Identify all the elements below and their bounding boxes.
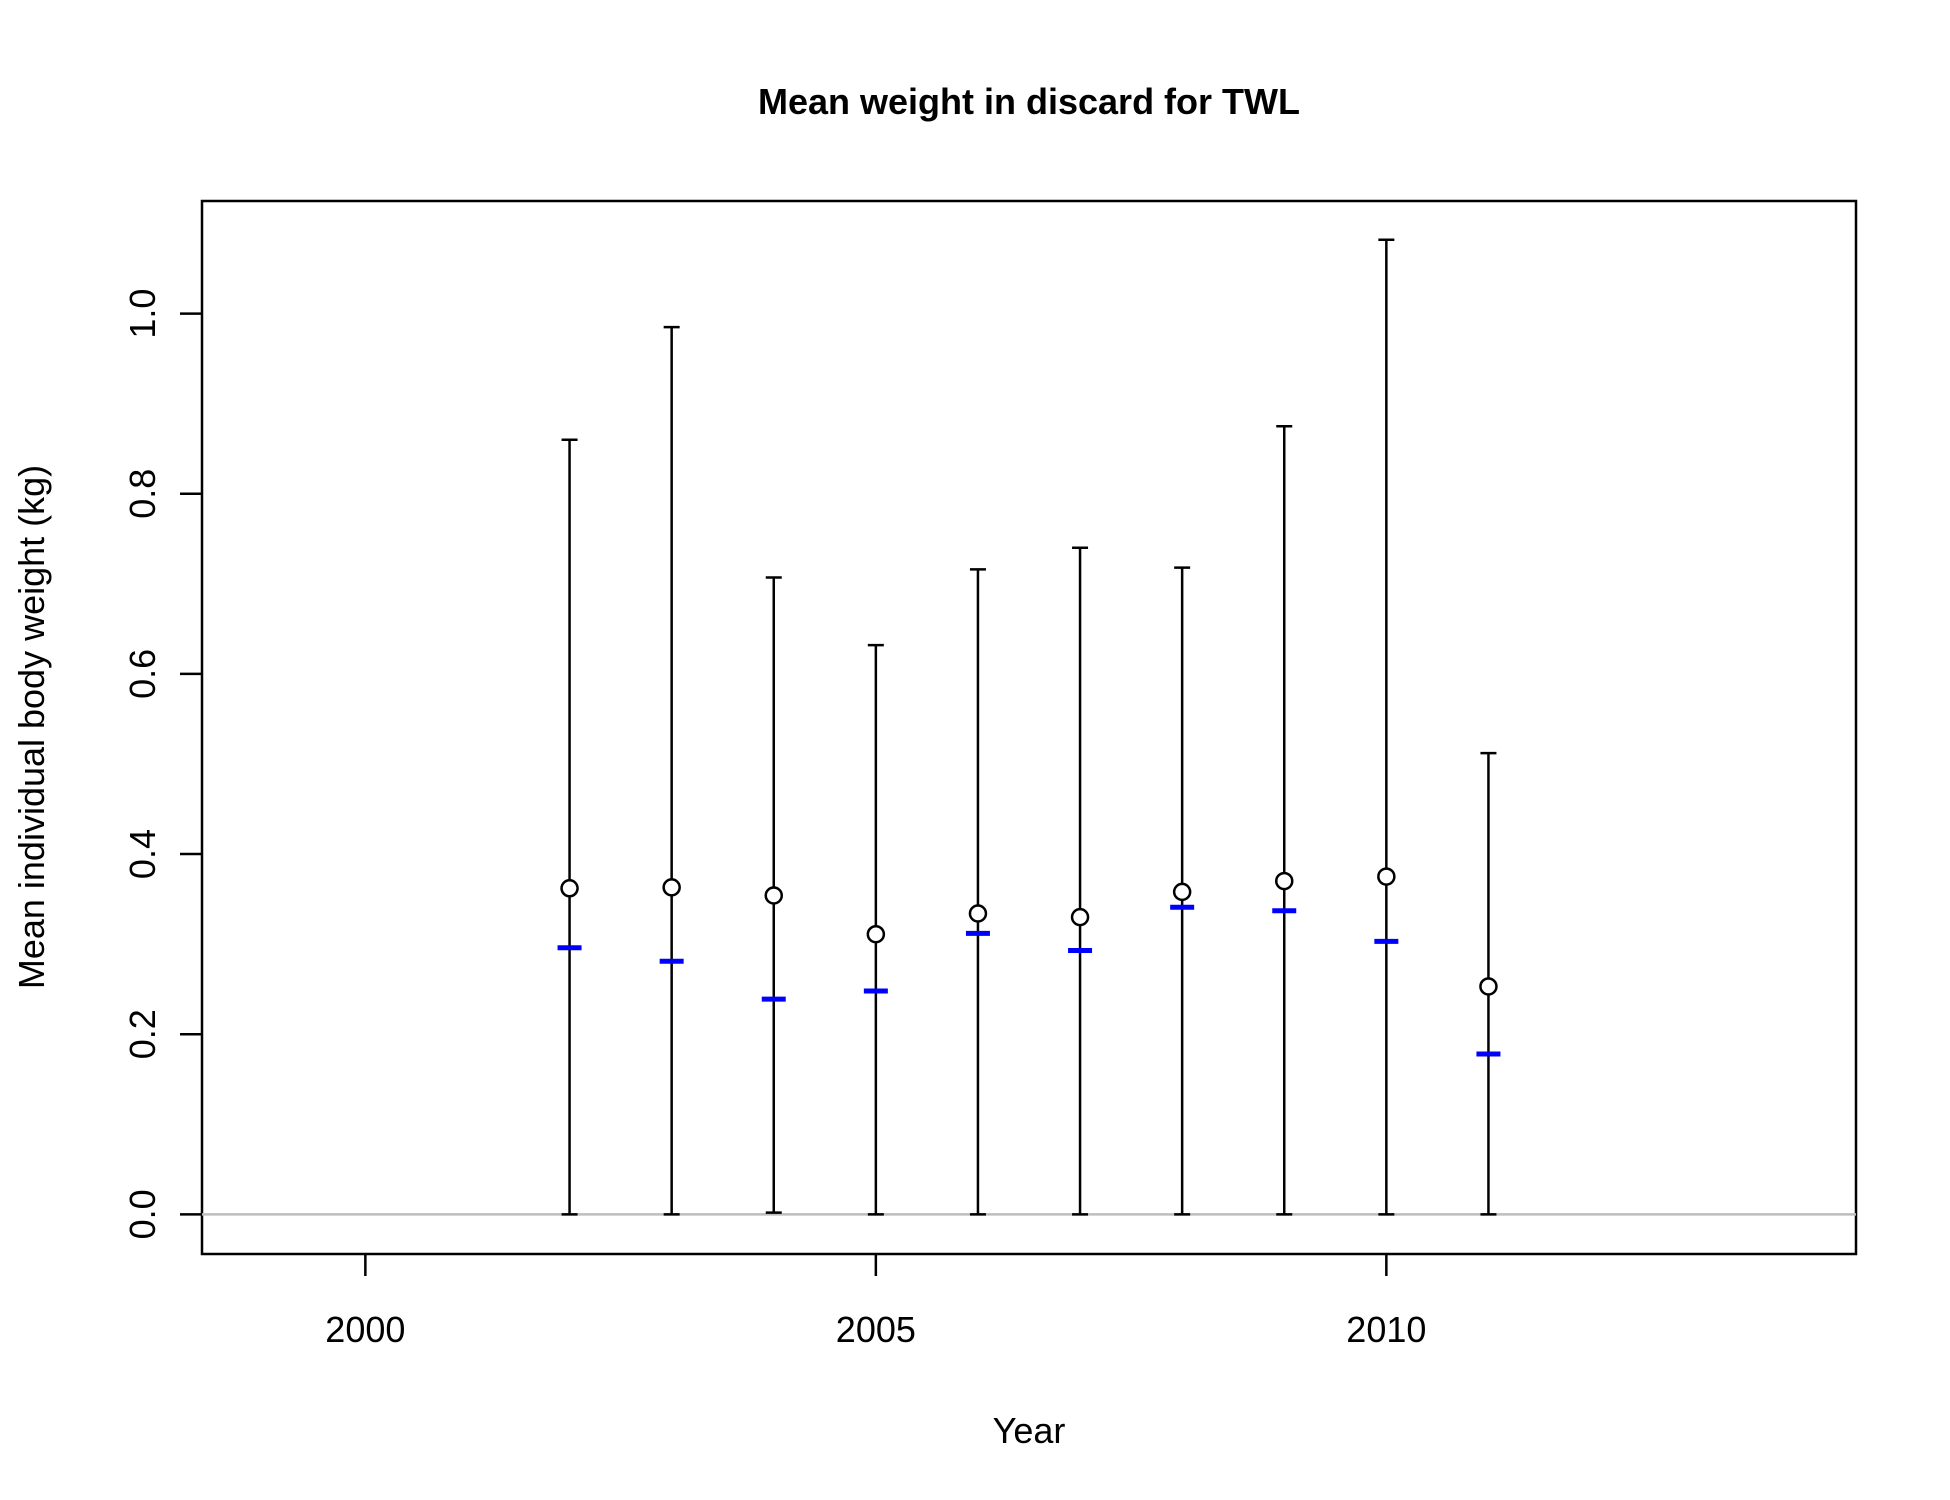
plot-frame (200, 199, 1858, 1256)
observed-point (560, 879, 579, 898)
observed-point (866, 924, 886, 944)
y-tick-label: 0.4 (122, 829, 163, 879)
observed-point (968, 904, 988, 923)
y-axis: 0.0 0.2 0.4 0.6 0.8 1.0 (122, 289, 202, 1239)
observed-point (1274, 871, 1294, 891)
y-tick-label: 0.2 (122, 1009, 163, 1059)
observed-point (1070, 907, 1090, 927)
data-marks (557, 238, 1501, 1216)
observed-point (764, 886, 784, 905)
observed-point (1172, 882, 1192, 902)
y-tick-label: 0.6 (122, 649, 163, 699)
observed-point (662, 878, 681, 897)
chart-title: Mean weight in discard for TWL (758, 81, 1300, 122)
x-axis: 2000 2005 2010 (325, 1254, 1426, 1350)
y-tick-label: 0.8 (122, 469, 163, 519)
x-axis-label: Year (993, 1410, 1066, 1451)
y-tick-label: 0.0 (122, 1189, 163, 1239)
x-tick-label: 2000 (325, 1309, 405, 1350)
x-tick-label: 2005 (836, 1309, 916, 1350)
observed-point (1479, 977, 1498, 996)
observed-point (1377, 867, 1396, 886)
y-axis-label: Mean individual body weight (kg) (11, 465, 52, 989)
x-tick-label: 2010 (1346, 1309, 1426, 1350)
y-tick-label: 1.0 (122, 289, 163, 339)
